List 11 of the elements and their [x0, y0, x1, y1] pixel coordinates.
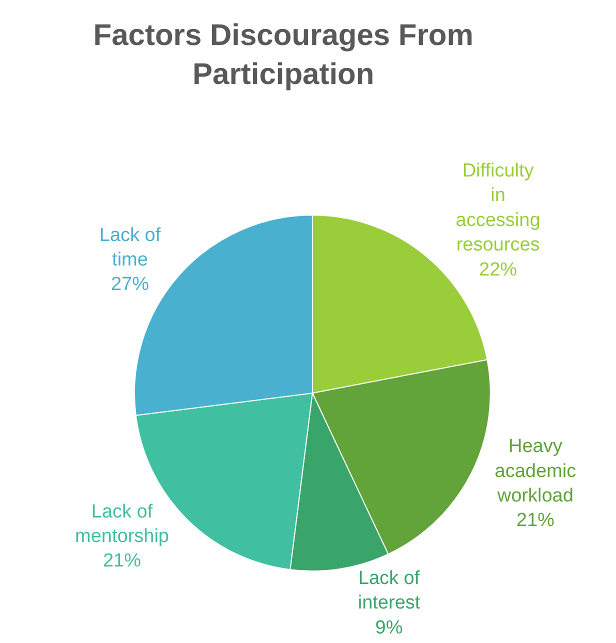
chart-title: Factors Discourages From Participation	[93, 19, 474, 92]
slice-label: Heavy academic workload	[494, 436, 576, 507]
slice-label: Lack of mentorship	[75, 501, 170, 548]
data-label: 9%	[375, 617, 403, 638]
data-label: 21%	[516, 510, 555, 532]
data-label: 27%	[110, 274, 150, 296]
data-label: 22%	[479, 259, 518, 280]
slice-label: Lack of interest	[358, 568, 421, 614]
slice-label: Lack of time	[99, 224, 162, 271]
data-label: 21%	[102, 550, 142, 572]
slice-label: Difficulty in accessing resources	[456, 160, 540, 256]
